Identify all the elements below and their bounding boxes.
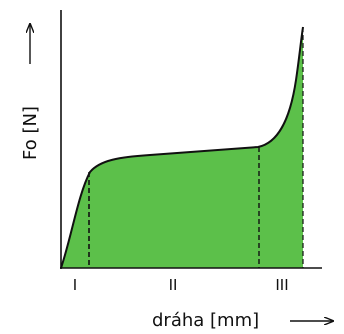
x-axis-label: dráha [mm] xyxy=(152,310,259,331)
region-label-3: III xyxy=(275,276,288,294)
region-label-1: I xyxy=(73,276,77,294)
y-axis-label: Fo [N] xyxy=(20,106,41,160)
region-label-2: II xyxy=(169,276,178,294)
curve-area-fill xyxy=(61,27,303,268)
force-curve xyxy=(60,26,304,269)
